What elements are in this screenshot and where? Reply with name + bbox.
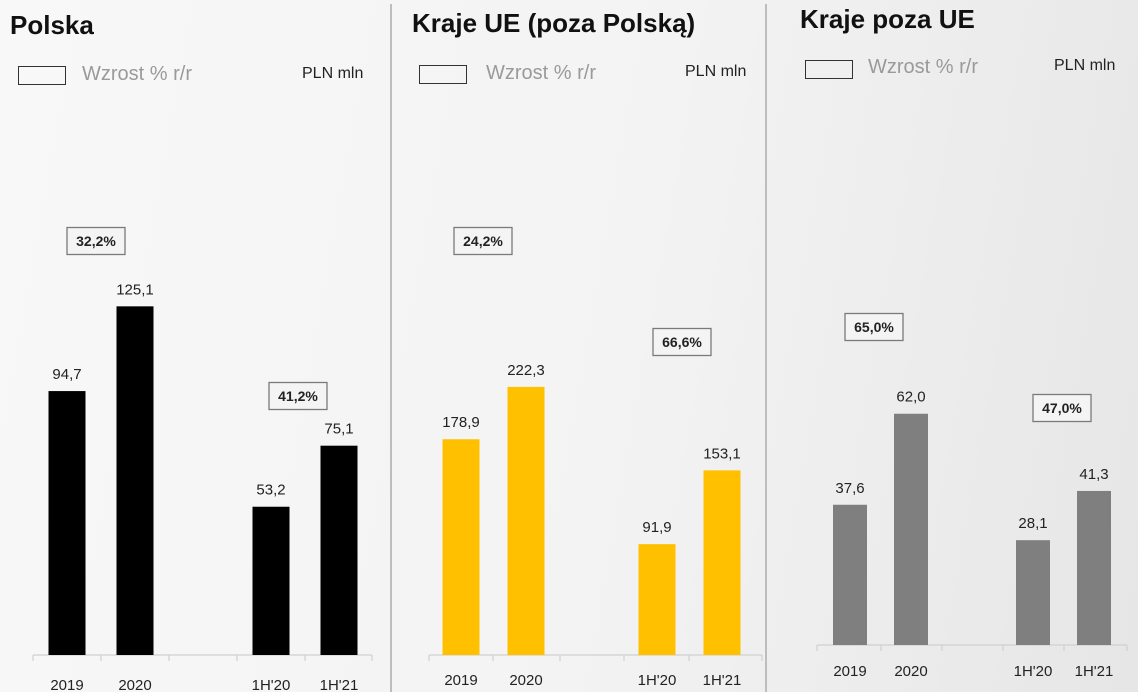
bar-value-label: 153,1	[703, 445, 741, 462]
bar-2019	[442, 439, 480, 655]
x-tick-label: 2020	[894, 663, 927, 680]
x-tick-label: 1H'21	[320, 677, 359, 692]
bar-1h21	[1077, 490, 1111, 645]
chart-title: Polska	[10, 10, 94, 40]
chart-panel-polska: Polska Wzrost % r/r PLN mln 94,7 2019 125,…	[0, 0, 390, 692]
growth-label: 24,2%	[463, 233, 503, 249]
bar-value-label: 41,3	[1079, 466, 1108, 483]
legend-swatch	[419, 65, 467, 84]
growth-badge	[66, 226, 126, 256]
x-tick-label: 1H'20	[1014, 663, 1053, 680]
panel-divider	[765, 4, 767, 692]
x-tick-label: 2020	[118, 677, 151, 692]
bar-2020	[116, 306, 154, 655]
chart-panel-kraje-poza-ue: Kraje poza UE Wzrost % r/r PLN mln 37,6 2…	[767, 0, 1138, 692]
bar-value-label: 178,9	[442, 414, 480, 431]
legend-swatch	[805, 60, 853, 79]
x-tick-label: 1H'20	[252, 677, 291, 692]
growth-badge	[652, 327, 712, 357]
growth-label: 65,0%	[854, 319, 894, 335]
legend-label: Wzrost % r/r	[868, 56, 978, 78]
chart-title: Kraje poza UE	[800, 4, 975, 34]
bar-1h20	[638, 544, 676, 655]
bar-2019	[833, 504, 867, 645]
growth-badge	[453, 226, 513, 256]
bar-1h20	[252, 506, 290, 655]
growth-label: 32,2%	[76, 233, 116, 249]
growth-label: 41,2%	[278, 388, 318, 404]
chart-panel-kraje-ue: Kraje UE (poza Polską) Wzrost % r/r PLN …	[392, 0, 765, 692]
growth-badge	[1032, 393, 1092, 423]
unit-label: PLN mln	[1054, 57, 1116, 74]
bar-value-label: 62,0	[896, 389, 925, 406]
x-tick-label: 2019	[50, 677, 83, 692]
unit-label: PLN mln	[685, 63, 747, 80]
growth-badge	[268, 381, 328, 411]
x-tick-label: 1H'21	[703, 672, 742, 689]
bar-value-label: 53,2	[256, 482, 285, 499]
bar-chart-kraje-ue: 178,9 2019 222,3 2020 91,9 1H'20 153,1 1H'21 24,…	[428, 226, 763, 689]
x-tick-label: 1H'21	[1075, 663, 1114, 680]
panel-divider	[390, 4, 392, 692]
bar-2020	[894, 413, 928, 645]
x-tick-label: 2019	[444, 672, 477, 689]
bar-2019	[48, 391, 86, 655]
x-tick-label: 2019	[833, 663, 866, 680]
bar-value-label: 91,9	[642, 519, 671, 536]
chart-title: Kraje UE (poza Polską)	[412, 8, 696, 38]
bar-chart-polska: 94,7 2019 125,1 2020 53,2 1H'20 75,1 1H'21 32,2%…	[32, 226, 373, 692]
bar-value-label: 37,6	[835, 480, 864, 497]
growth-label: 47,0%	[1042, 400, 1082, 416]
bar-value-label: 75,1	[324, 421, 353, 438]
bar-1h20	[1016, 540, 1050, 645]
legend-label: Wzrost % r/r	[82, 63, 192, 85]
legend-swatch	[18, 66, 66, 85]
bar-1h21	[703, 470, 741, 655]
x-tick-label: 1H'20	[638, 672, 677, 689]
bar-value-label: 125,1	[116, 281, 154, 298]
growth-label: 66,6%	[662, 334, 702, 350]
bar-value-label: 28,1	[1018, 515, 1047, 532]
bar-1h21	[320, 445, 358, 655]
x-tick-label: 2020	[509, 672, 542, 689]
bar-value-label: 222,3	[507, 362, 545, 379]
growth-badge	[844, 312, 904, 342]
bar-chart-kraje-poza-ue: 37,6 2019 62,0 2020 28,1 1H'20 41,3 1H'21 65,0% 4…	[816, 312, 1128, 680]
bar-value-label: 94,7	[52, 366, 81, 383]
bar-2020	[507, 386, 545, 655]
unit-label: PLN mln	[302, 65, 364, 82]
legend-label: Wzrost % r/r	[486, 62, 596, 84]
